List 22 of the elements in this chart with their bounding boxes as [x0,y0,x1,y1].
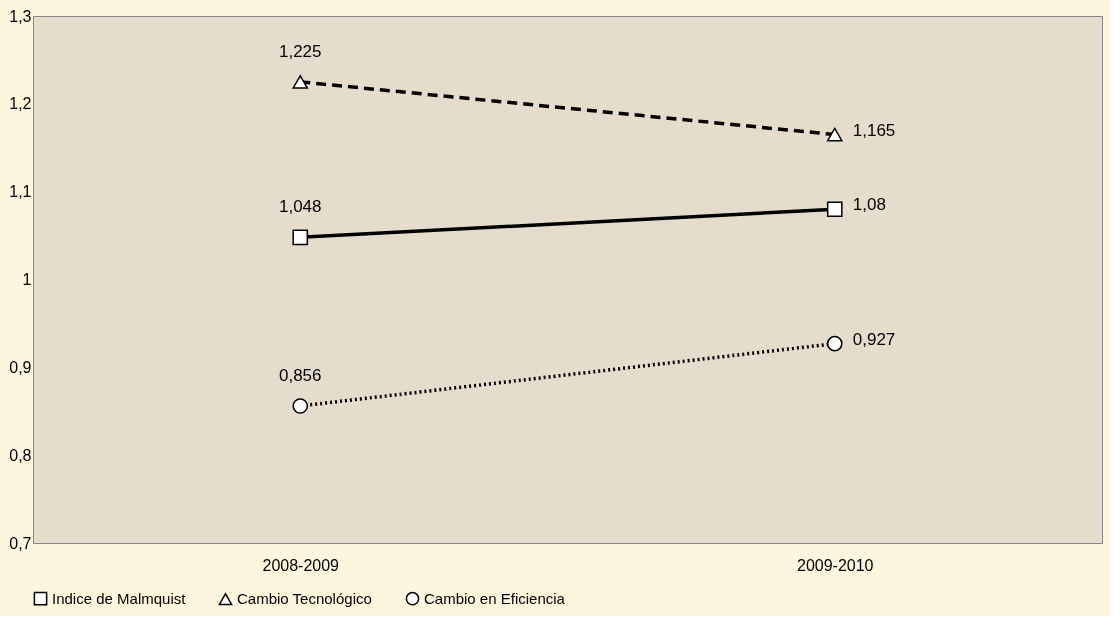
data-label: 0,927 [852,329,896,349]
data-label: 1,165 [852,120,896,140]
x-tick-label: 2009-2010 [796,556,874,574]
y-tick-label: 1,1 [9,183,32,201]
data-label: 1,225 [278,41,322,61]
data-label: 0,856 [278,365,322,385]
point [292,398,309,414]
y-tick-label: 1 [22,271,32,288]
y-tick-label: 0,8 [9,446,32,464]
y-tick-label: 1,3 [9,7,32,25]
y-tick-label: 1,2 [9,95,32,113]
legend-label: Cambio Tecnológico [237,590,372,608]
point [292,229,309,246]
legend-label: Indice de Malmquist [52,589,187,607]
legend-label: Cambio en Eficiencia [424,589,566,607]
x-tick-label: 2008-2009 [262,556,340,574]
point [826,201,843,218]
data-label: 1,048 [278,197,322,217]
point [826,335,843,352]
data-label: 1,08 [852,195,886,215]
y-tick-label: 0,7 [9,534,32,552]
y-tick-label: 0,9 [9,358,32,376]
